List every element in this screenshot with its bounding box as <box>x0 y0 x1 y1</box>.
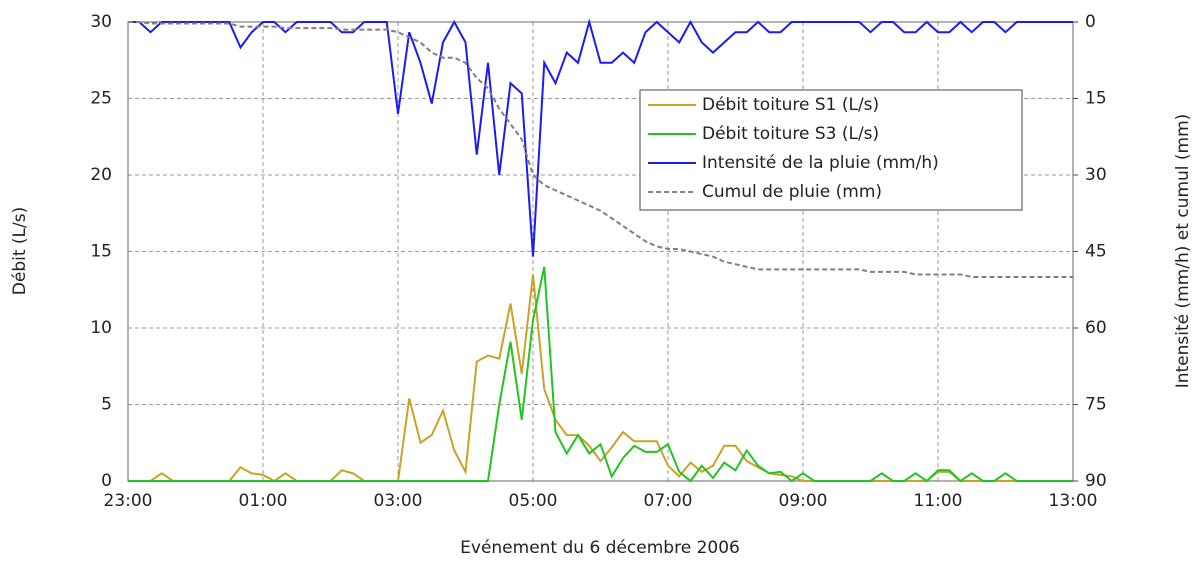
y-tick-label: 5 <box>101 395 112 415</box>
series-line <box>128 21 1073 278</box>
y-tick-label: 20 <box>90 165 112 185</box>
series-line <box>128 266 1073 483</box>
x-tick-label: 13:00 <box>1049 491 1098 511</box>
legend-label: Débit toiture S1 (L/s) <box>702 95 879 115</box>
x-tick-label: 09:00 <box>779 491 828 511</box>
x-tick-label: 07:00 <box>644 491 693 511</box>
y2-tick-label: 15 <box>1085 89 1107 109</box>
plot-frame <box>127 21 1074 482</box>
legend-label: Débit toiture S3 (L/s) <box>702 124 879 144</box>
series-line <box>128 274 1073 483</box>
x-axis-label: Evénement du 6 décembre 2006 <box>460 538 740 558</box>
y2-tick-label: 60 <box>1085 318 1107 338</box>
x-tick-label: 11:00 <box>914 491 963 511</box>
x-tick-label: 03:00 <box>374 491 423 511</box>
legend-label: Cumul de pluie (mm) <box>702 182 882 202</box>
y2-tick-label: 90 <box>1085 471 1107 491</box>
y-tick-label: 25 <box>90 89 112 109</box>
y2-tick-label: 75 <box>1085 395 1107 415</box>
y-tick-label: 10 <box>90 318 112 338</box>
x-tick-label: 23:00 <box>104 491 153 511</box>
y-axis-label: Débit (L/s) <box>10 207 30 295</box>
x-tick-label: 01:00 <box>239 491 288 511</box>
x-tick-label: 05:00 <box>509 491 558 511</box>
y2-tick-label: 0 <box>1085 12 1096 32</box>
legend-box <box>639 89 1023 211</box>
legend-label: Intensité de la pluie (mm/h) <box>702 153 939 173</box>
series-line <box>128 18 1073 257</box>
y-tick-label: 0 <box>101 471 112 491</box>
y2-axis-label: Intensité (mm/h) et cumul (mm) <box>1173 114 1193 389</box>
y2-tick-label: 45 <box>1085 242 1107 262</box>
y-tick-label: 15 <box>90 242 112 262</box>
y-tick-label: 30 <box>90 12 112 32</box>
y2-tick-label: 30 <box>1085 165 1107 185</box>
